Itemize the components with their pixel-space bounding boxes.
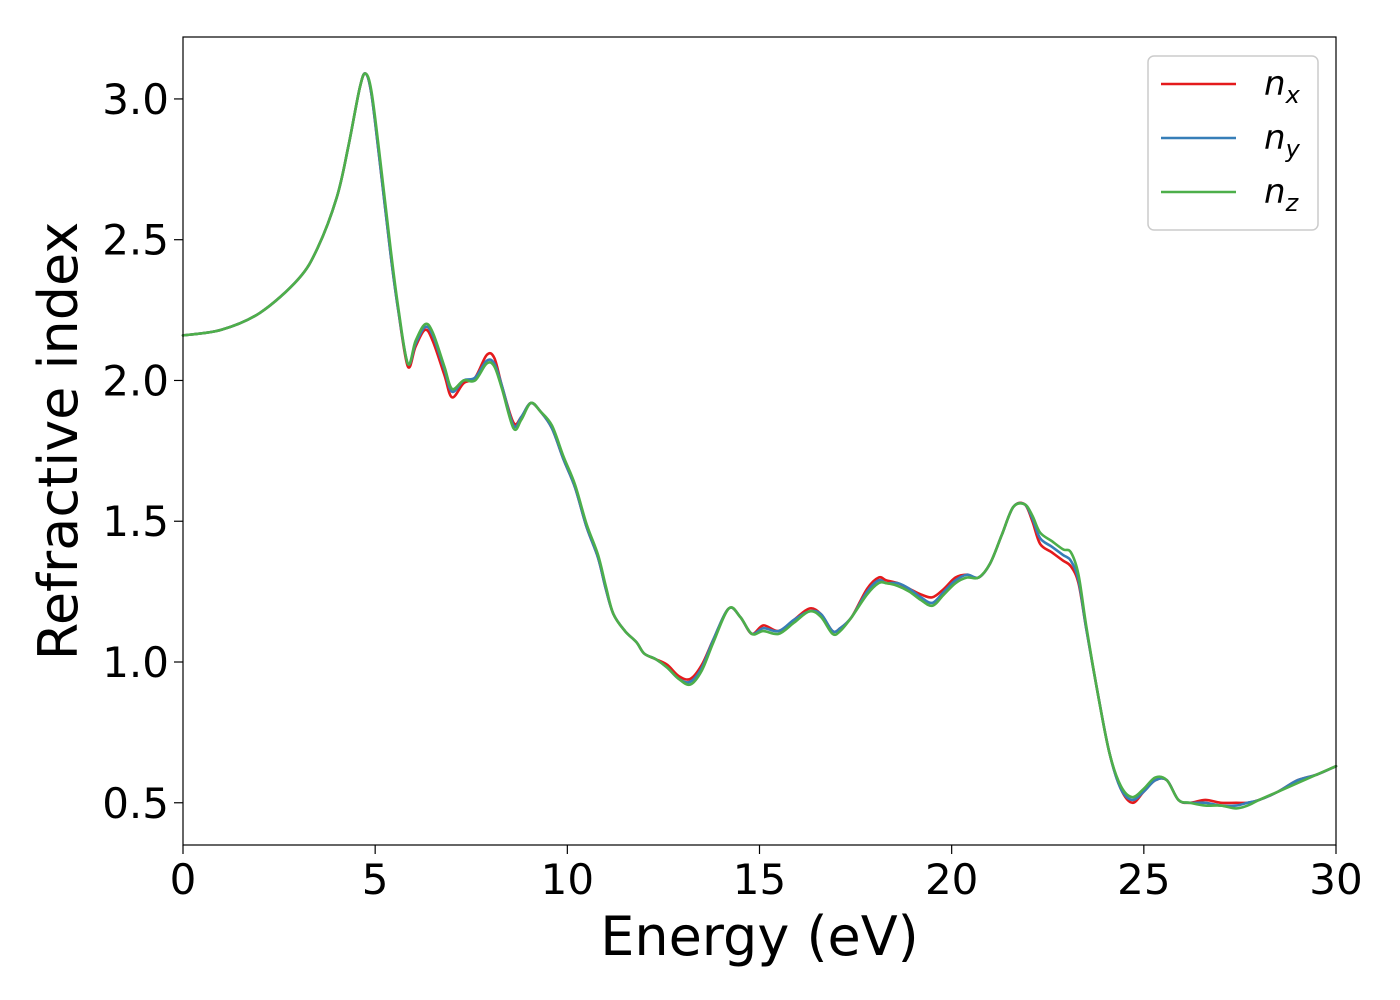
series-line-z <box>181 72 1338 810</box>
legend-label-y: ny <box>1264 118 1301 163</box>
legend-label-main: n <box>1264 118 1286 158</box>
legend-label-subscript: x <box>1285 81 1301 109</box>
x-axis: 0 5 10 15 20 25 30 <box>170 845 1363 904</box>
y-tick-label: 1.0 <box>102 638 169 687</box>
legend-box <box>1147 55 1319 231</box>
x-tick-label: 20 <box>925 855 978 904</box>
legend-label-subscript: z <box>1285 189 1300 217</box>
x-tick-label: 10 <box>541 855 594 904</box>
y-axis: 0.5 1.0 1.5 2.0 2.5 3.0 <box>102 75 183 828</box>
x-tick-label: 0 <box>170 855 197 904</box>
y-tick-label: 2.0 <box>102 356 169 405</box>
y-tick-label: 1.5 <box>102 497 169 546</box>
legend-label-x: nx <box>1264 64 1301 109</box>
series-layer <box>181 72 1338 810</box>
x-tick-label: 5 <box>362 855 389 904</box>
x-tick-label: 25 <box>1117 855 1170 904</box>
x-axis-title: Energy (eV) <box>600 905 919 968</box>
y-tick-label: 0.5 <box>102 779 169 828</box>
legend-label-subscript: y <box>1285 135 1301 163</box>
legend-label-main: n <box>1264 172 1286 212</box>
legend-label-z: nz <box>1264 172 1300 217</box>
y-tick-label: 3.0 <box>102 75 169 124</box>
x-tick-label: 30 <box>1309 855 1362 904</box>
y-tick-label: 2.5 <box>102 216 169 265</box>
y-axis-title: Refractive index <box>27 222 90 661</box>
legend-label-main: n <box>1264 64 1286 104</box>
x-tick-label: 15 <box>733 855 786 904</box>
